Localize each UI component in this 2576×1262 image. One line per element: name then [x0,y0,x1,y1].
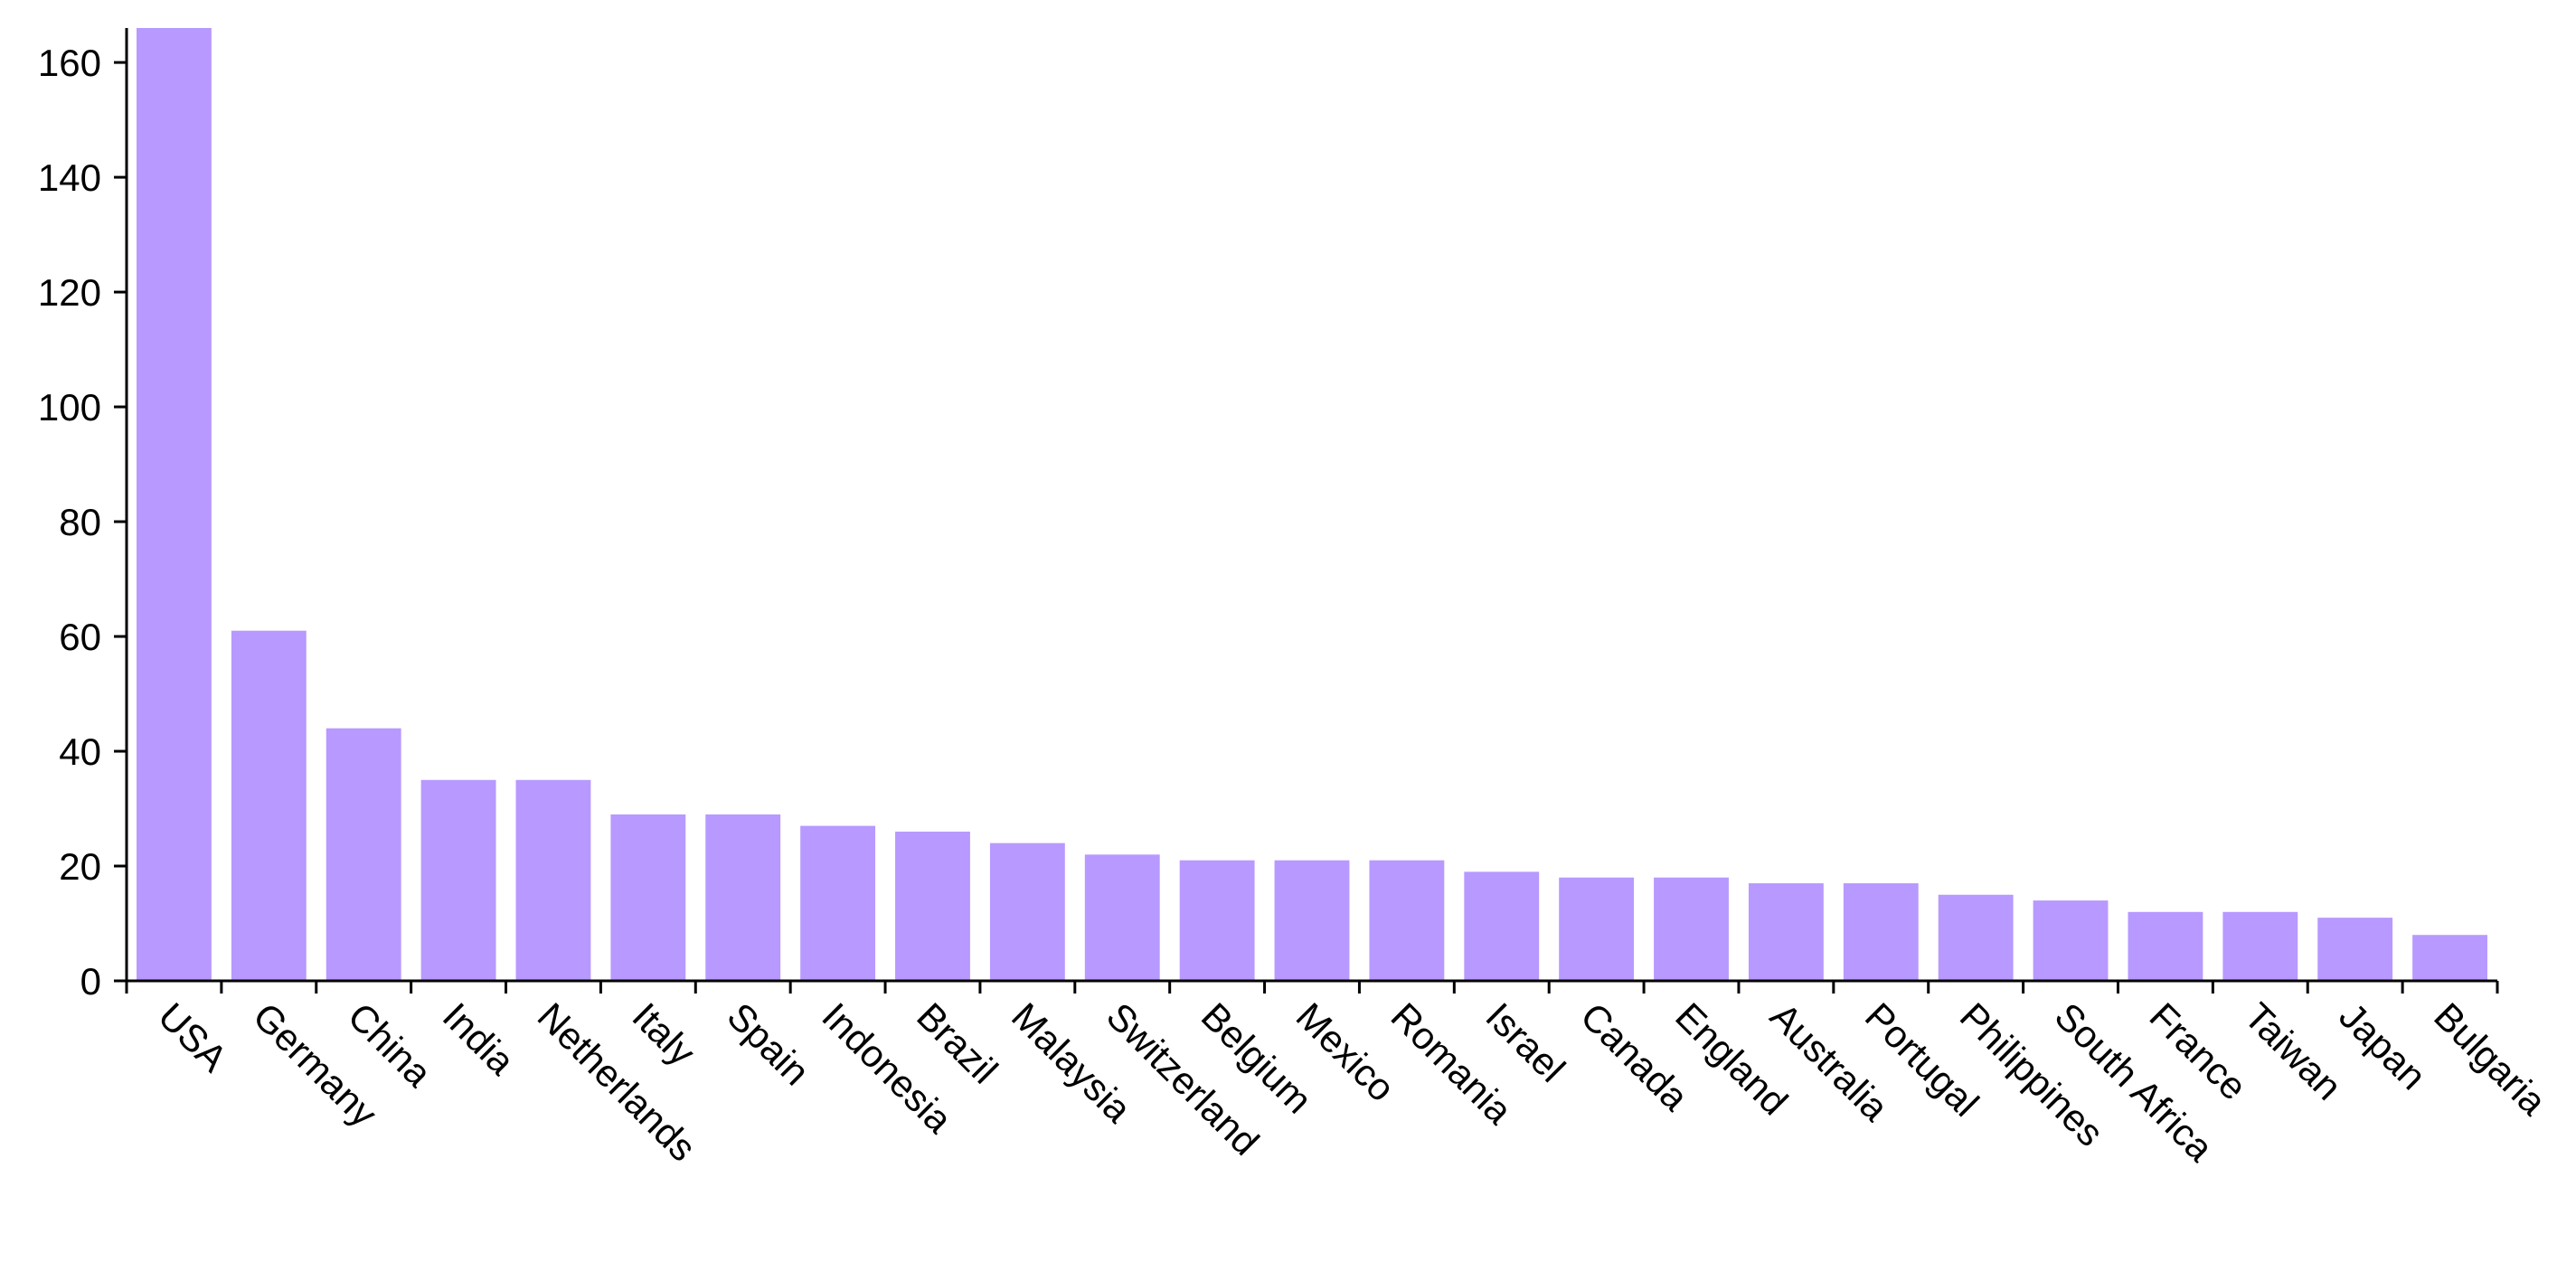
x-tick-label: Japan [2331,994,2434,1097]
bars-group [137,28,2487,981]
bar-indonesia [800,825,876,981]
bar-taiwan [2222,911,2298,981]
x-tick-label: Spain [719,994,817,1093]
x-tick-label: Italy [624,994,703,1074]
bar-bulgaria [2412,935,2487,981]
bar-mexico [1274,860,1350,981]
bar-usa [137,28,212,981]
bar-spain [705,814,781,981]
bar-china [326,728,401,981]
bar-malaysia [989,843,1065,981]
y-ticks-group: 0 20 40 60 80 100 120 140 160 [38,42,127,1003]
bar-italy [610,814,686,981]
bar-canada [1559,877,1635,981]
bar-england [1654,877,1729,981]
bar-philippines [1938,894,2014,981]
y-tick-label: 0 [80,960,101,1003]
bar-netherlands [515,779,591,981]
y-tick-label: 60 [59,616,101,658]
bar-belgium [1179,860,1255,981]
x-tick-label: Bulgaria [2426,994,2555,1124]
bar-japan [2317,918,2393,981]
bar-south-africa [2033,900,2109,981]
bar-france [2128,911,2203,981]
bar-switzerland [1084,854,1160,981]
y-tick-label: 20 [59,845,101,888]
y-tick-label: 80 [59,501,101,543]
y-tick-label: 160 [38,42,101,84]
bar-romania [1369,860,1445,981]
bar-india [420,779,496,981]
y-tick-label: 140 [38,156,101,199]
bar-israel [1464,871,1540,981]
x-tick-label: India [435,994,524,1083]
bar-brazil [895,831,970,981]
bar-portugal [1843,883,1919,981]
y-tick-label: 40 [59,730,101,773]
x-tick-label: Taiwan [2236,994,2350,1108]
y-tick-label: 120 [38,271,101,314]
y-tick-label: 100 [38,386,101,429]
x-tick-label: USA [150,994,235,1079]
bar-germany [231,630,307,981]
bar-australia [1748,883,1824,981]
x-ticks-group [125,981,2499,994]
axes-group [125,28,2497,983]
